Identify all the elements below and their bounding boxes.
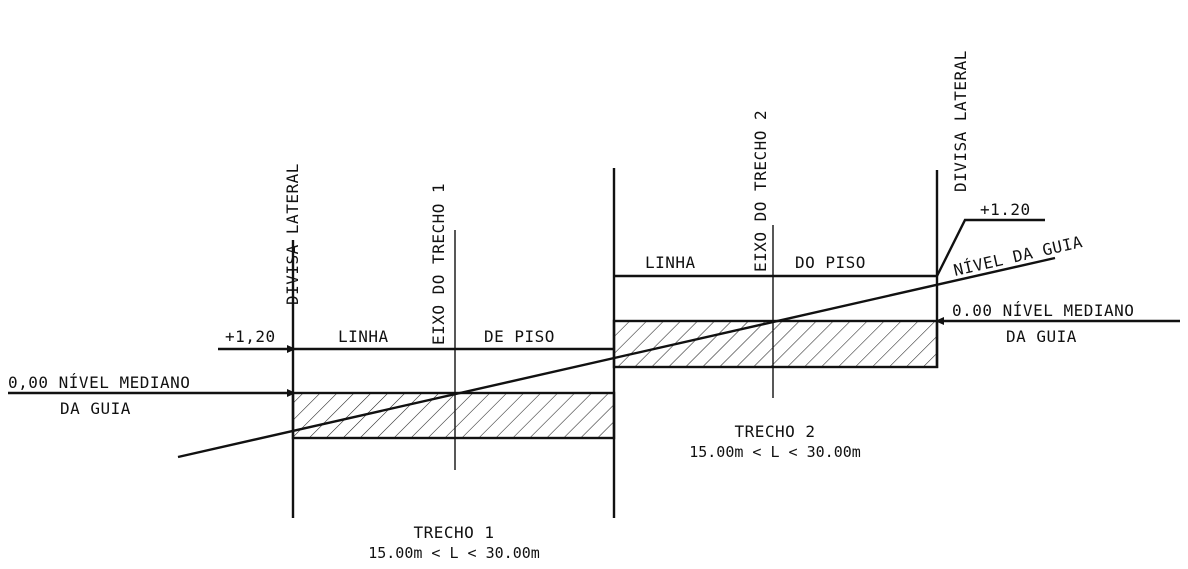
trecho1-linha-label: LINHA xyxy=(338,327,389,346)
trecho1-floor-arrow-icon xyxy=(287,345,296,353)
trecho1-hatched-slab xyxy=(291,391,616,440)
trecho2-linha-label: LINHA xyxy=(645,253,696,272)
trecho2-hatched-slab xyxy=(612,319,939,369)
trecho2-title: TRECHO 2 xyxy=(734,422,815,441)
left-divisa-lateral-label: DIVISA LATERAL xyxy=(283,163,302,305)
left-mediano-arrow-icon xyxy=(287,389,296,397)
right-plus-label: +1.20 xyxy=(980,200,1031,219)
curb-level-slope-line xyxy=(177,256,1056,459)
right-da-guia-label: DA GUIA xyxy=(1006,327,1077,346)
trecho2-range: 15.00m < L < 30.00m xyxy=(689,443,861,461)
trecho1-range: 15.00m < L < 30.00m xyxy=(368,544,540,562)
trecho2-do-piso-label: DO PISO xyxy=(795,253,866,272)
right-plus-leader-line xyxy=(935,218,1045,277)
left-da-guia-label: DA GUIA xyxy=(60,399,131,418)
left-plus-label: +1,20 xyxy=(225,327,276,346)
left-mediano-label: 0,00 NÍVEL MEDIANO xyxy=(8,373,190,392)
right-mediano-label: 0.00 NÍVEL MEDIANO xyxy=(952,301,1134,320)
trecho1-title: TRECHO 1 xyxy=(413,523,494,542)
trecho2-axis-label: EIXO DO TRECHO 2 xyxy=(751,110,770,272)
trecho1-de-piso-label: DE PISO xyxy=(484,327,555,346)
curb-level-label: NÍVEL DA GUIA xyxy=(952,232,1085,280)
right-divisa-lateral-label: DIVISA LATERAL xyxy=(951,50,970,192)
trecho1-axis-label: EIXO DO TRECHO 1 xyxy=(429,183,448,345)
right-mediano-arrow-icon xyxy=(935,317,944,325)
